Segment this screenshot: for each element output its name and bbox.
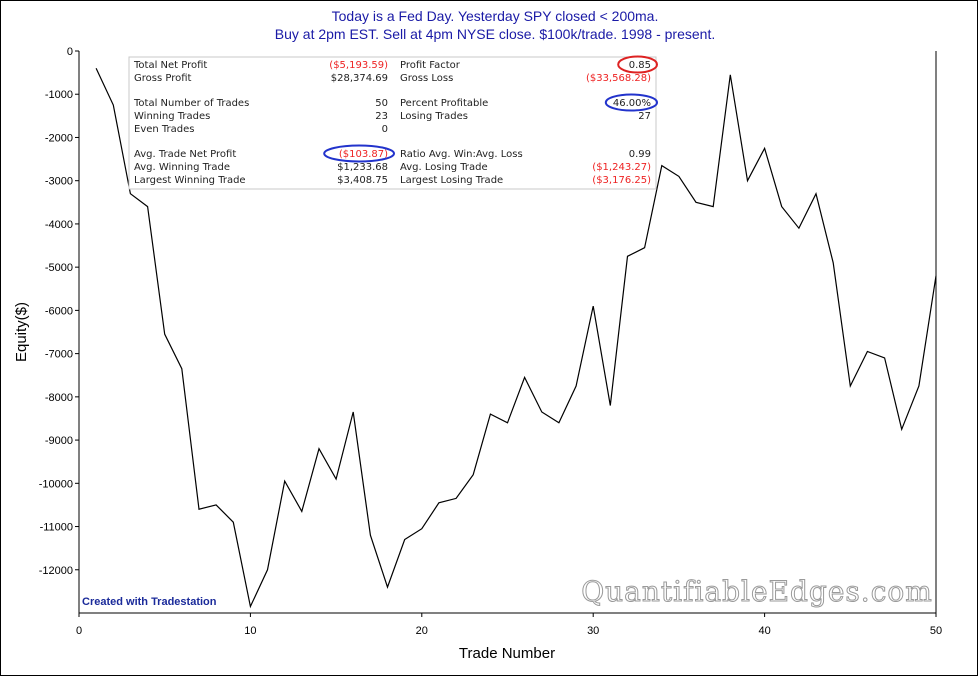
left-stat-value: ($103.87) bbox=[339, 149, 388, 160]
y-tick-label: 0 bbox=[67, 46, 73, 58]
right-stat-value: ($3,176.25) bbox=[592, 175, 651, 186]
right-stat-label: Avg. Losing Trade bbox=[400, 162, 488, 173]
x-axis-ticks: 0 10 20 30 40 50 bbox=[76, 613, 942, 637]
x-tick-label: 0 bbox=[76, 625, 82, 637]
chart-title-line-1: Today is a Fed Day. Yesterday SPY closed… bbox=[332, 8, 659, 24]
y-tick-label: -10000 bbox=[39, 478, 73, 490]
right-stat-value: 46.00% bbox=[613, 98, 651, 109]
left-stat-label: Avg. Winning Trade bbox=[134, 162, 230, 173]
right-stat-label: Ratio Avg. Win:Avg. Loss bbox=[400, 149, 523, 160]
watermark: QuantifiableEdges.com bbox=[581, 575, 933, 608]
right-stat-label: Losing Trades bbox=[400, 111, 468, 122]
y-tick-label: -12000 bbox=[39, 565, 73, 577]
left-stat-value: 0 bbox=[382, 124, 388, 135]
y-tick-label: -11000 bbox=[40, 522, 73, 534]
right-stat-value: ($1,243.27) bbox=[592, 162, 651, 173]
left-stat-value: 23 bbox=[375, 111, 388, 122]
x-tick-label: 30 bbox=[587, 625, 599, 637]
x-tick-label: 50 bbox=[930, 625, 942, 637]
chart-titles: Today is a Fed Day. Yesterday SPY closed… bbox=[275, 8, 715, 42]
left-stat-label: Winning Trades bbox=[134, 111, 210, 122]
y-tick-label: -2000 bbox=[45, 132, 73, 144]
x-tick-label: 40 bbox=[758, 625, 770, 637]
left-stat-label: Even Trades bbox=[134, 124, 195, 135]
left-stat-label: Total Number of Trades bbox=[133, 98, 249, 109]
right-highlight-circle bbox=[604, 93, 659, 112]
left-stat-value: 50 bbox=[375, 98, 388, 109]
y-tick-label: -9000 bbox=[45, 435, 73, 447]
y-tick-label: -7000 bbox=[45, 349, 73, 361]
left-stat-value: ($5,193.59) bbox=[329, 60, 388, 71]
x-tick-label: 20 bbox=[416, 625, 428, 637]
y-tick-label: -5000 bbox=[45, 262, 73, 274]
left-stat-label: Avg. Trade Net Profit bbox=[134, 149, 236, 160]
left-stat-value: $3,408.75 bbox=[337, 175, 388, 186]
summary-box-background bbox=[128, 56, 657, 190]
left-stat-value: $1,233.68 bbox=[337, 162, 388, 173]
y-tick-label: -1000 bbox=[45, 89, 73, 101]
right-stat-value: ($33,568.28) bbox=[586, 73, 651, 84]
y-axis-label: Equity($) bbox=[13, 302, 30, 362]
axes bbox=[78, 51, 937, 614]
right-highlight-circle bbox=[617, 55, 658, 74]
y-tick-label: -8000 bbox=[45, 392, 73, 404]
left-stat-label: Total Net Profit bbox=[133, 60, 207, 71]
right-stat-label: Gross Loss bbox=[400, 73, 453, 84]
y-tick-label: -3000 bbox=[45, 176, 73, 188]
right-stat-value: 0.85 bbox=[629, 60, 651, 71]
left-stat-label: Gross Profit bbox=[134, 73, 192, 84]
y-tick-label: -4000 bbox=[45, 219, 73, 231]
y-tick-label: -6000 bbox=[45, 305, 73, 317]
chart-title-line-2: Buy at 2pm EST. Sell at 4pm NYSE close. … bbox=[275, 26, 715, 42]
left-highlight-circle bbox=[323, 144, 396, 163]
tradestation-credit: Created with Tradestation bbox=[82, 596, 217, 608]
right-stat-value: 0.99 bbox=[629, 149, 651, 160]
performance-summary-box: Total Net Profit ($5,193.59) Gross Profit $… bbox=[128, 55, 659, 190]
x-tick-label: 10 bbox=[244, 625, 256, 637]
x-axis-label: Trade Number bbox=[459, 645, 555, 662]
left-stat-value: $28,374.69 bbox=[331, 73, 388, 84]
left-stat-label: Largest Winning Trade bbox=[134, 175, 246, 186]
right-stat-label: Largest Losing Trade bbox=[400, 175, 503, 186]
y-axis-ticks: 0 -1000 -2000 -3000 -4000 -5000 -6000 -7000 -800… bbox=[39, 46, 79, 577]
right-stat-label: Percent Profitable bbox=[400, 98, 488, 109]
right-stat-label: Profit Factor bbox=[400, 60, 461, 71]
equity-line bbox=[95, 68, 937, 609]
right-stat-value: 27 bbox=[638, 111, 651, 122]
series-layer bbox=[95, 68, 937, 609]
